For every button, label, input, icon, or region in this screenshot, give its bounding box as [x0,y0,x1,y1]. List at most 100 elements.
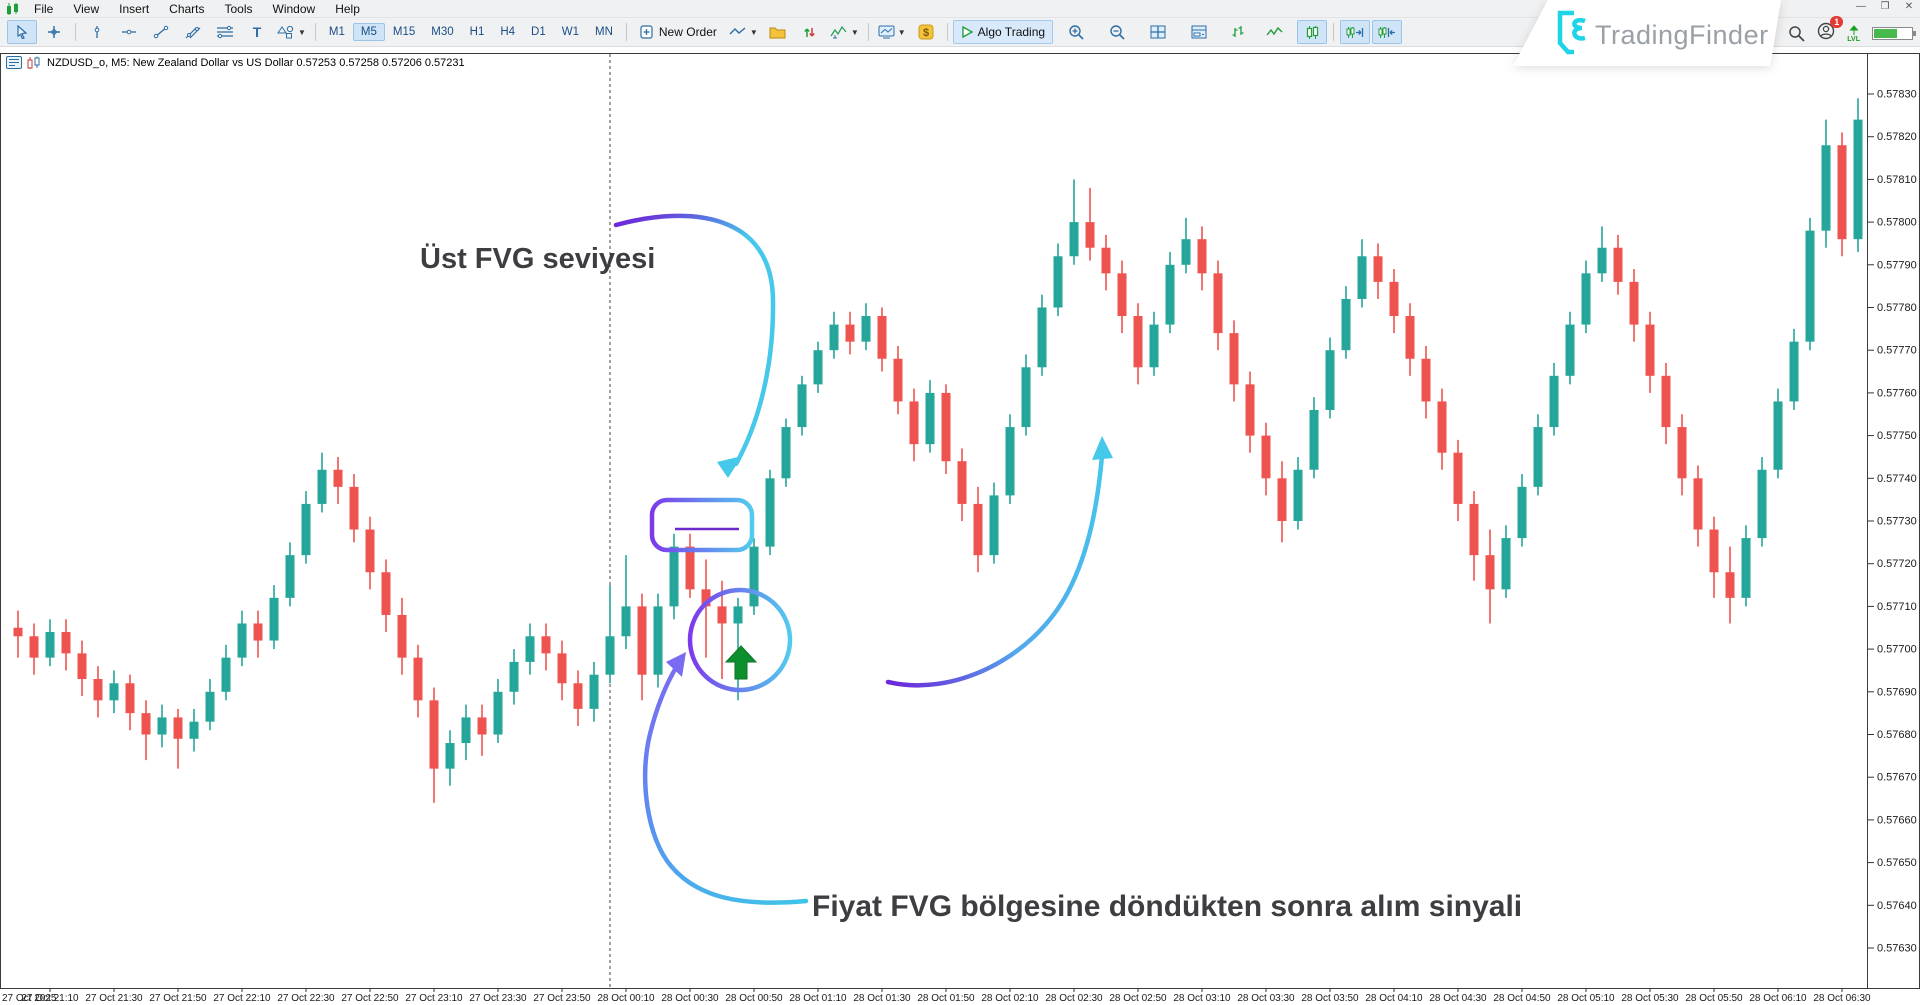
price-tick-label: 0.57830 [1877,89,1917,101]
timeframe-h1[interactable]: H1 [469,26,485,38]
new-order-button[interactable]: New Order [632,20,725,44]
candle-body [1645,324,1655,376]
connection-battery-icon [1872,27,1916,40]
tradingfinder-logo-icon [1557,10,1586,55]
upper-fvg-label: Üst FVG seviyesi [420,243,656,275]
candle-body [845,324,855,342]
tile-windows-button[interactable] [1143,20,1173,44]
lvl-button[interactable]: LVL [1847,24,1860,43]
price-tick-label: 0.57680 [1877,729,1917,741]
trendline-tool[interactable] [146,20,176,44]
line-mode-button[interactable] [1260,20,1290,44]
menu-view[interactable]: View [73,1,100,16]
candle-body [733,606,743,624]
candle-body [1133,316,1143,368]
deposit-withdrawal-button[interactable] [795,20,825,44]
chart-type-dropdown[interactable]: ▼ [726,20,761,44]
search-icon[interactable] [1788,25,1805,42]
close-button[interactable]: ✕ [1904,1,1914,12]
candle-body [61,632,71,654]
candle-body [1245,384,1255,436]
timeframe-m15[interactable]: M15 [392,26,416,38]
shapes-tool[interactable]: ▼ [274,20,309,44]
candle-body [1517,486,1527,539]
timeframe-m5[interactable]: M5 [352,23,385,41]
chart-type-icon [729,27,746,35]
chart-window-dropdown[interactable]: ▼ [875,20,909,44]
menu-tools[interactable]: Tools [224,1,253,16]
price-tick-label: 0.57710 [1877,601,1917,613]
cascade-windows-button[interactable] [1184,20,1214,44]
svg-text:$: $ [923,27,929,39]
timeframe-h4[interactable]: H4 [500,26,516,38]
market-dollar-button[interactable]: $ [911,20,941,44]
vertical-line-icon [94,26,100,38]
candle-body [1821,145,1831,231]
one-click-panel-icon[interactable] [6,56,22,69]
candle-body [333,469,343,487]
menu-charts[interactable]: Charts [169,1,205,16]
time-tick-label: 27 Oct 21:10 [21,993,79,1004]
text-tool[interactable]: T [252,24,262,40]
candle-body [13,627,23,637]
candle-body [285,555,295,598]
timeframe-m1[interactable]: M1 [328,26,345,38]
horizontal-line-tool[interactable] [114,20,144,44]
candle-body [1773,401,1783,470]
time-tick-label: 28 Oct 02:30 [1045,993,1103,1004]
user-icon [1818,22,1835,40]
time-tick-label: 28 Oct 00:10 [597,993,655,1004]
user-profile-button[interactable]: 1 [1817,16,1844,45]
candle-body [445,743,455,769]
zoom-in-button[interactable] [1061,20,1091,44]
candle-body [573,683,583,709]
cursor-tool[interactable] [7,20,37,44]
restore-button[interactable]: ❐ [1880,1,1890,12]
candle-body [429,700,439,769]
depth-of-market-icon[interactable] [27,56,42,69]
timeframe-m30[interactable]: M30 [431,26,454,38]
candle-body [1549,375,1559,428]
menu-insert[interactable]: Insert [119,1,150,16]
candle-body [189,721,199,739]
chart-shift-button[interactable] [1372,20,1403,44]
candle-body [1629,281,1639,325]
minimize-button[interactable]: — [1856,1,1866,12]
channel-tool[interactable] [178,20,208,44]
bars-mode-button[interactable] [1223,20,1253,44]
candle-body [909,401,919,445]
candle-body [717,606,727,624]
timeframe-w1[interactable]: W1 [561,26,579,38]
candles-mode-button[interactable] [1297,20,1328,44]
zoom-out-button[interactable] [1102,20,1132,44]
fibonacci-tool[interactable] [210,20,240,44]
dollar-icon: $ [918,24,934,40]
candle-body [205,691,215,722]
cascade-windows-icon [1191,25,1207,39]
candle-body [1421,358,1431,402]
candle-body [877,316,887,359]
menu-window[interactable]: Window [272,1,316,16]
time-tick-label: 27 Oct 22:30 [277,993,335,1004]
candle-body [1453,452,1463,504]
crosshair-tool[interactable] [39,20,69,44]
symbol-info-text: NZDUSD_o, M5: New Zealand Dollar vs US D… [47,56,465,69]
menu-help[interactable]: Help [335,1,360,16]
candle-body [1597,247,1607,274]
candle-body [701,589,711,607]
toolbar-utilities: 1 LVL [1788,16,1916,45]
candle-body [413,657,423,701]
vertical-line-tool[interactable] [82,20,112,44]
timeframe-d1[interactable]: D1 [531,26,546,38]
candle-body [621,606,631,637]
algo-trading-button[interactable]: Algo Trading [952,20,1054,44]
history-folder-button[interactable] [763,20,793,44]
price-tick-label: 0.57630 [1877,943,1917,955]
indicators-dropdown[interactable]: ▼ [827,20,862,44]
menu-file[interactable]: File [34,1,54,16]
chevron-down-icon: ▼ [749,27,758,37]
auto-scroll-button[interactable] [1340,20,1371,44]
candle-body [269,597,279,641]
timeframe-mn[interactable]: MN [595,26,613,38]
